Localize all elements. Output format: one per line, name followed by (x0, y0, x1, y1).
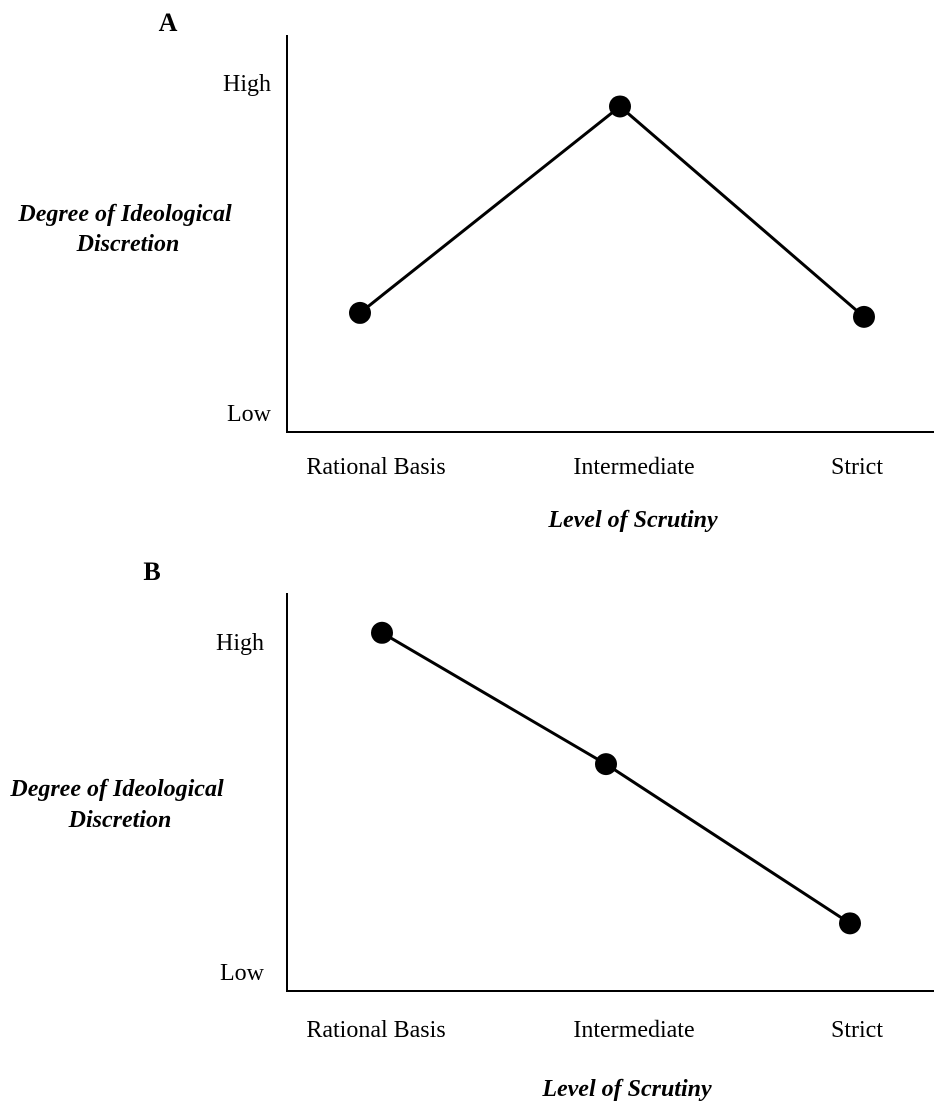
y-axis-title-a: Degree of Ideological Discretion (17, 201, 237, 257)
panel-label-b: B (143, 557, 160, 586)
x-axis-title-b: Level of Scrutiny (541, 1076, 712, 1102)
x-tick-label-rational-basis-b: Rational Basis (306, 1017, 445, 1043)
data-point-intermediate-a (609, 95, 631, 118)
y-axis-title-b: Degree of Ideological Discretion (9, 776, 229, 833)
y-tick-label-high-a: High (223, 71, 271, 97)
data-point-strict-b (839, 912, 861, 935)
panel-label-a: A (159, 8, 178, 37)
panel-b: B High Low Degree of Ideological Discret… (9, 557, 934, 1102)
data-point-rational-basis-b (371, 621, 393, 644)
x-tick-label-strict-b: Strict (831, 1017, 883, 1043)
x-tick-label-rational-basis-a: Rational Basis (306, 454, 445, 480)
y-axis-title-line-2-a: Discretion (76, 231, 180, 257)
x-axis-title-a: Level of Scrutiny (547, 507, 718, 533)
y-tick-label-low-a: Low (227, 401, 272, 427)
panel-a: A High Low Degree of Ideological Discret… (17, 8, 934, 533)
y-tick-label-high-b: High (216, 630, 264, 656)
series-line-b (381, 631, 851, 925)
series-a (349, 95, 875, 328)
x-tick-label-strict-a: Strict (831, 454, 883, 480)
data-point-intermediate-b (595, 753, 617, 776)
x-tick-label-intermediate-b: Intermediate (573, 1017, 694, 1043)
y-axis-title-line-2-b: Discretion (68, 807, 172, 833)
x-tick-label-intermediate-a: Intermediate (573, 454, 694, 480)
y-axis-title-line-1-b: Degree of Ideological (9, 776, 224, 802)
data-point-strict-a (853, 305, 875, 328)
series-line-a (359, 104, 865, 319)
y-tick-label-low-b: Low (220, 960, 265, 986)
series-b (371, 621, 861, 935)
data-point-rational-basis-a (349, 301, 371, 324)
y-axis-title-line-1-a: Degree of Ideological (17, 201, 232, 227)
